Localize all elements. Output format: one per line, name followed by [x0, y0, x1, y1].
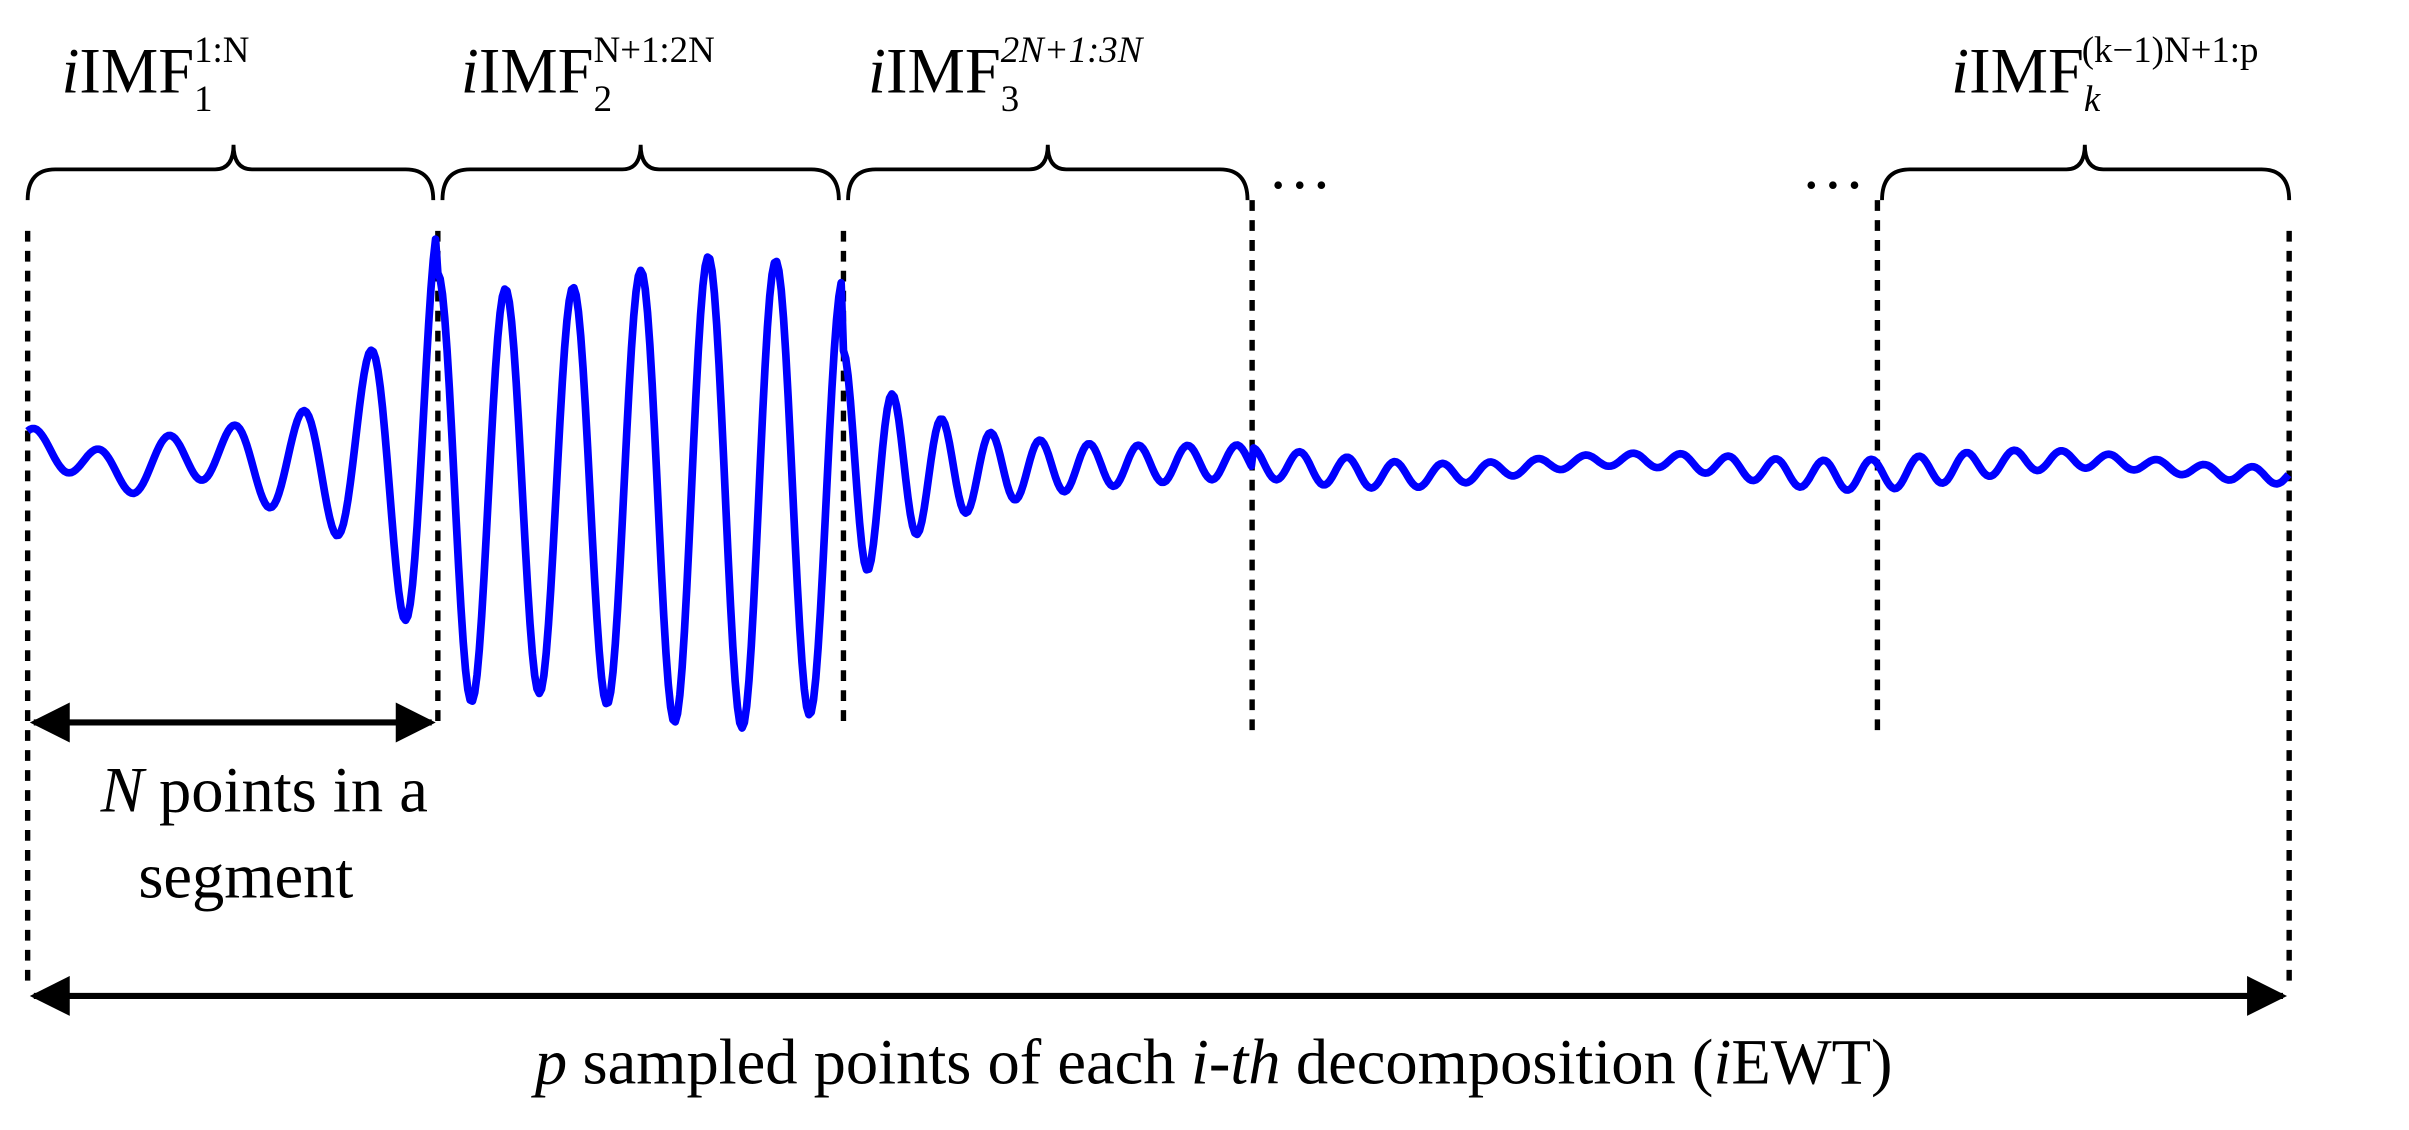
waveform: [25, 235, 2292, 732]
segment-label: iIMF2 N+1:2N: [461, 29, 715, 119]
boundaries: [24, 200, 2292, 984]
abbr: EWT: [1731, 1027, 1871, 1098]
segment-label: iIMF3 2N+1:3N: [868, 29, 1145, 119]
superscript: 2N+1:3N: [1001, 29, 1145, 70]
segment-label: iIMF1 1:N: [61, 29, 249, 119]
name: IMF: [886, 36, 1001, 107]
brace: [1880, 144, 2292, 201]
name: IMF: [79, 36, 194, 107]
variable: p: [531, 1027, 567, 1098]
prefix: i: [461, 36, 479, 107]
variable: N: [100, 755, 148, 826]
subscript: 1: [194, 78, 212, 119]
prefix: i: [868, 36, 886, 107]
italic-text: i-th: [1191, 1027, 1281, 1098]
subscript: 2: [594, 78, 612, 119]
superscript: 1:N: [194, 29, 249, 70]
subscript: 3: [1001, 78, 1019, 119]
prefix: i: [61, 36, 79, 107]
text: sampled points of each: [583, 1027, 1176, 1098]
name: IMF: [479, 36, 594, 107]
segment-label: iIMFk (k−1)N+1:p: [1951, 29, 2258, 119]
brace: [846, 144, 1250, 201]
segment-text: segment: [138, 841, 353, 912]
subscript: k: [2084, 78, 2101, 119]
ellipsis: …: [1801, 131, 1866, 202]
superscript: N+1:2N: [594, 29, 715, 70]
superscript: (k−1)N+1:p: [2082, 29, 2259, 71]
total-text: p sampled points of each i-th decomposition…: [531, 1027, 1893, 1098]
brace: [440, 144, 841, 201]
text: points in a: [159, 755, 428, 826]
name: IMF: [1969, 36, 2084, 107]
prefix: i: [1951, 36, 1969, 107]
brace: [25, 144, 436, 201]
prefix: i: [1713, 1027, 1731, 1098]
text: ): [1871, 1027, 1892, 1098]
braces: [25, 144, 2292, 201]
ellipsis: …: [1267, 131, 1332, 202]
text: decomposition (: [1296, 1027, 1714, 1098]
